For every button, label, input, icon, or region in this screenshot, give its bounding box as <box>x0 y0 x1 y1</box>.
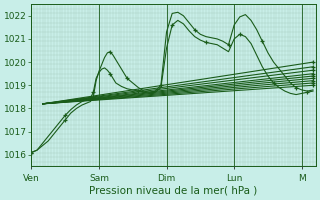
X-axis label: Pression niveau de la mer( hPa ): Pression niveau de la mer( hPa ) <box>90 186 258 196</box>
